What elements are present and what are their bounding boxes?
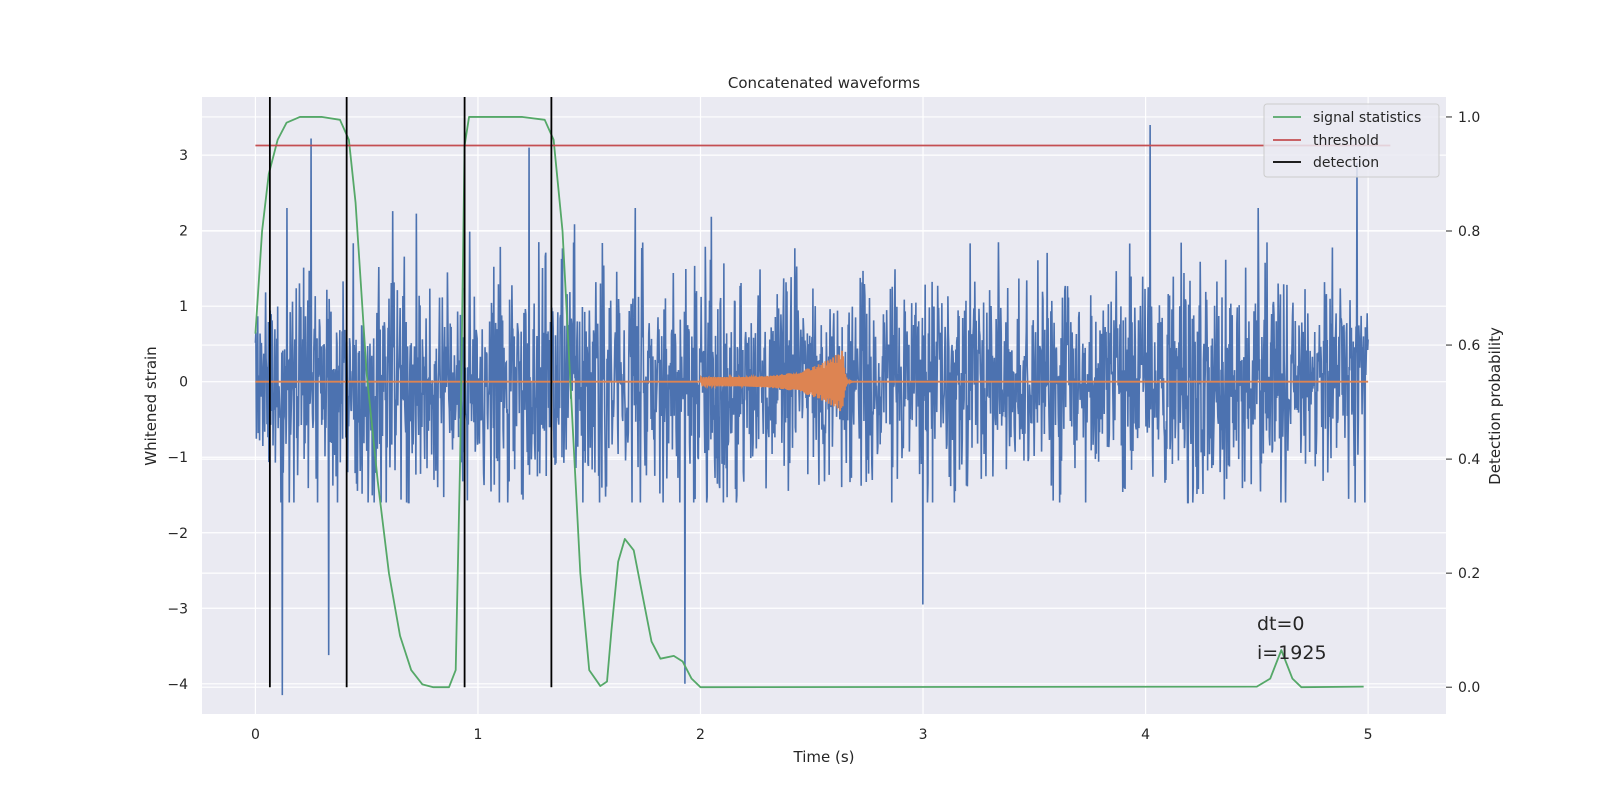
legend-box — [1263, 103, 1440, 178]
strain-series-line — [254, 124, 1369, 696]
template-series-line — [255, 350, 1369, 412]
y-tick-label: 0 — [179, 375, 188, 391]
y2-tick-label: 0.0 — [1458, 680, 1480, 696]
x-tick-label: 4 — [1141, 727, 1150, 743]
y-tick-label: −2 — [167, 526, 188, 542]
y-tick-label: −3 — [167, 601, 188, 617]
y2-tick-label: 0.6 — [1458, 338, 1480, 354]
x-tick-label: 0 — [251, 727, 260, 743]
annotation-dt: dt=0 — [1257, 613, 1305, 635]
y2-tick-label: 0.2 — [1458, 566, 1480, 582]
y-axis-label: Whitened strain — [142, 346, 160, 465]
y2-axis-label: Detection probability — [1486, 327, 1504, 485]
y-tick-label: −1 — [167, 450, 188, 466]
y-tick-label: 1 — [179, 299, 188, 315]
signal-statistics-line — [254, 116, 1364, 689]
chart-title: Concatenated waveforms — [728, 74, 920, 92]
y-tick-label: −4 — [167, 677, 188, 693]
legend-label-detection: detection — [1313, 155, 1379, 171]
ticks: 0 1 2 3 4 5 −4 −3 −2 −1 0 1 2 3 0.0 0.2 0.4 0.6 0.8 1.0 — [167, 110, 1480, 743]
x-axis-label: Time (s) — [793, 748, 855, 766]
series-layer — [254, 97, 1391, 696]
x-tick-label: 5 — [1364, 727, 1373, 743]
x-tick-label: 3 — [919, 727, 928, 743]
legend: signal statistics threshold detection — [1263, 103, 1440, 178]
y2-tick-label: 0.4 — [1458, 452, 1480, 468]
legend-label-signal: signal statistics — [1313, 110, 1421, 126]
annotation-i: i=1925 — [1257, 642, 1327, 664]
x-tick-label: 1 — [473, 727, 482, 743]
y2-tick-label: 0.8 — [1458, 224, 1480, 240]
legend-label-threshold: threshold — [1313, 133, 1379, 149]
x-tick-label: 2 — [696, 727, 705, 743]
y2-tick-label: 1.0 — [1458, 110, 1480, 126]
y-tick-label: 2 — [179, 224, 188, 240]
y-tick-label: 3 — [179, 148, 188, 164]
